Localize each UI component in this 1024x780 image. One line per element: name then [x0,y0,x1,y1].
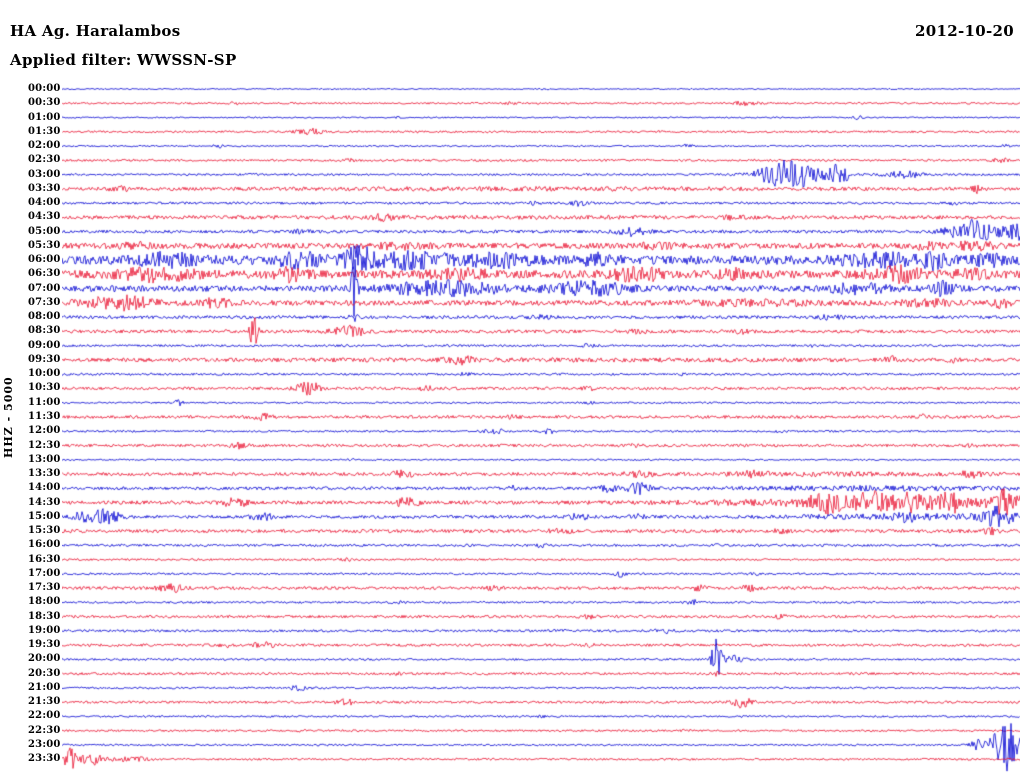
time-label: 21:30 [28,696,61,708]
seismogram-canvas [62,80,1020,780]
time-label: 18:30 [28,610,61,622]
time-label: 19:30 [28,639,61,651]
time-label: 13:00 [28,453,61,465]
time-label: 14:00 [28,482,61,494]
time-label: 14:30 [28,496,61,508]
time-label: 20:00 [28,653,61,665]
record-date: 2012-10-20 [915,22,1014,40]
time-label: 00:00 [28,83,61,94]
time-label: 02:00 [28,140,61,152]
time-label-column: 00:00 00:30 01:00 01:30 02:00 02:30 03:00 03:30… [0,0,62,780]
time-label: 06:00 [28,254,61,266]
time-label: 15:30 [28,525,61,537]
time-label: 17:30 [28,582,61,594]
time-label: 13:30 [28,468,61,480]
time-label: 18:00 [28,596,61,608]
station-title: HA Ag. Haralambos [10,22,181,40]
time-label: 12:00 [28,425,61,437]
time-label: 16:30 [28,553,61,565]
time-label: 03:30 [28,182,61,194]
time-label: 22:30 [28,724,61,736]
time-label: 01:30 [28,125,61,137]
applied-filter-label: Applied filter: WWSSN-SP [10,51,237,69]
time-label: 20:30 [28,667,61,679]
time-label: 01:00 [28,111,61,123]
time-label: 05:30 [28,239,61,251]
time-label: 02:30 [28,154,61,166]
time-label: 08:00 [28,311,61,323]
time-label: 03:00 [28,168,61,180]
time-label: 11:00 [28,396,61,408]
time-label: 19:00 [28,624,61,636]
time-label: 10:00 [28,368,61,380]
time-label: 22:00 [28,710,61,722]
time-label: 07:30 [28,296,61,308]
time-label: 21:00 [28,681,61,693]
time-label: 10:30 [28,382,61,394]
time-label: 15:00 [28,510,61,522]
time-label: 09:00 [28,339,61,351]
time-label: 07:00 [28,282,61,294]
time-label: 17:00 [28,567,61,579]
time-label: 06:30 [28,268,61,280]
time-label: 11:30 [28,410,61,422]
time-label: 05:00 [28,225,61,237]
time-label: 23:00 [28,738,61,750]
time-label: 16:00 [28,539,61,551]
time-label: 04:30 [28,211,61,223]
time-label: 12:30 [28,439,61,451]
time-label: 09:30 [28,353,61,365]
time-label: 04:00 [28,197,61,209]
time-label: 00:30 [28,97,61,109]
time-label: 08:30 [28,325,61,337]
time-label: 23:30 [28,753,61,765]
